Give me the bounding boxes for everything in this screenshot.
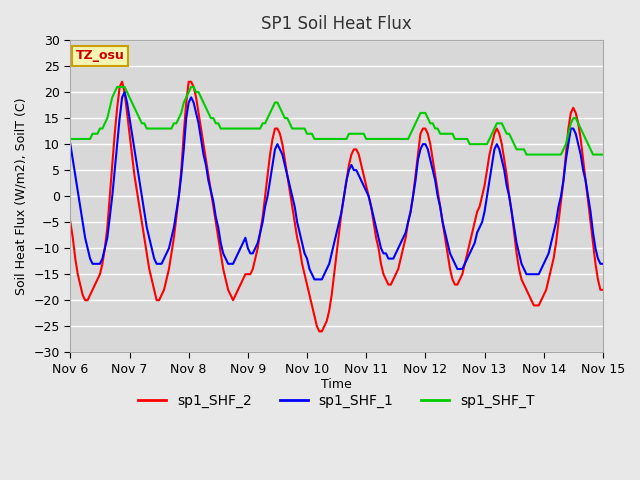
sp1_SHF_2: [316, 328, 323, 334]
sp1_SHF_1: [429, 168, 436, 173]
Line: sp1_SHF_2: sp1_SHF_2: [70, 82, 640, 331]
X-axis label: Time: Time: [321, 378, 352, 391]
Title: SP1 Soil Heat Flux: SP1 Soil Heat Flux: [261, 15, 412, 33]
sp1_SHF_2: [429, 157, 436, 163]
sp1_SHF_1: [310, 276, 318, 282]
Line: sp1_SHF_T: sp1_SHF_T: [70, 87, 640, 155]
sp1_SHF_2: [118, 79, 126, 84]
Text: TZ_osu: TZ_osu: [76, 49, 124, 62]
sp1_SHF_T: [523, 152, 531, 157]
Y-axis label: Soil Heat Flux (W/m2), SoilT (C): Soil Heat Flux (W/m2), SoilT (C): [15, 97, 28, 295]
sp1_SHF_2: [67, 219, 74, 225]
sp1_SHF_T: [113, 84, 121, 90]
sp1_SHF_2: [131, 172, 138, 178]
Legend: sp1_SHF_2, sp1_SHF_1, sp1_SHF_T: sp1_SHF_2, sp1_SHF_1, sp1_SHF_T: [133, 389, 540, 414]
sp1_SHF_1: [131, 146, 138, 152]
sp1_SHF_1: [121, 89, 129, 95]
Line: sp1_SHF_1: sp1_SHF_1: [70, 92, 640, 279]
sp1_SHF_T: [131, 105, 138, 110]
sp1_SHF_1: [67, 141, 74, 147]
sp1_SHF_T: [67, 136, 74, 142]
sp1_SHF_T: [426, 120, 434, 126]
